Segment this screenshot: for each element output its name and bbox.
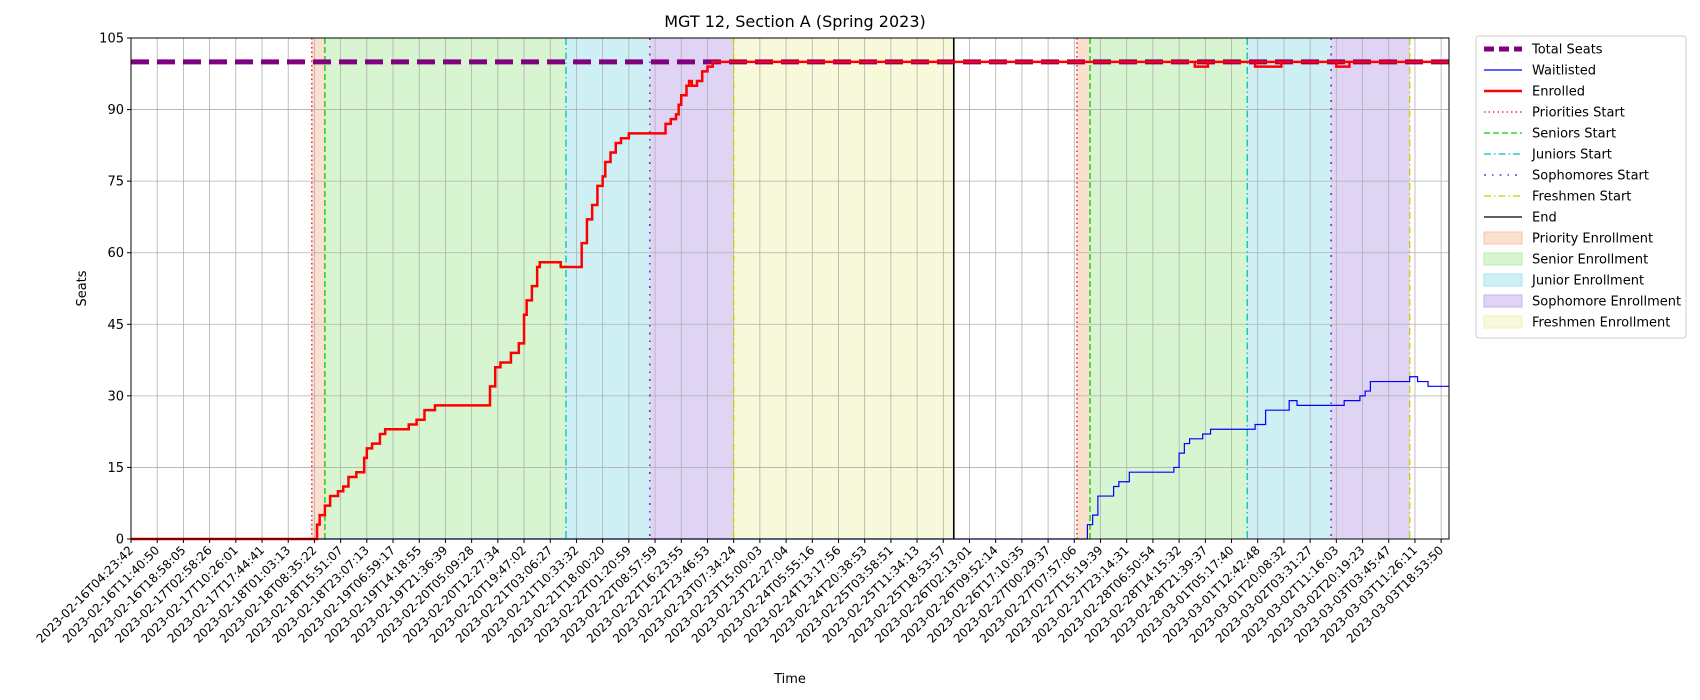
y-axis: 0 15 30 45 60 75 90 105 — [99, 32, 131, 548]
y-tick-label-0: 0 — [116, 533, 124, 548]
legend-label-9: Priority Enrollment — [1532, 232, 1653, 247]
legend-box — [1475, 35, 1687, 339]
legend-label-3: Priorities Start — [1532, 106, 1625, 121]
legend-label-4: Seniors Start — [1532, 127, 1616, 142]
chart-title: MGT 12, Section A (Spring 2023) — [664, 12, 926, 31]
legend-swatch-13 — [1483, 315, 1523, 329]
legend-label-10: Senior Enrollment — [1532, 253, 1648, 268]
span-0-1 — [1076, 38, 1091, 539]
legend-label-13: Freshmen Enrollment — [1532, 316, 1670, 331]
enrolled-dip-2 — [1335, 61, 1351, 68]
span-3-0 — [649, 38, 734, 539]
y-tick-label-5: 75 — [107, 175, 124, 190]
legend-label-11: Junior Enrollment — [1531, 274, 1644, 289]
legend: Total Seats Waitlisted Enrolled Priorities … — [1475, 35, 1687, 339]
y-tick-label-4: 60 — [107, 246, 124, 261]
span-0-0 — [311, 38, 325, 539]
span-1-1 — [1090, 38, 1248, 539]
phase-spans — [311, 38, 1410, 539]
y-tick-label-2: 30 — [107, 389, 124, 404]
series-line-2 — [131, 60, 1449, 541]
legend-swatch-12 — [1483, 294, 1523, 308]
span-4-0 — [733, 38, 954, 539]
legend-label-7: Freshmen Start — [1532, 190, 1631, 205]
legend-label-8: End — [1532, 211, 1557, 226]
x-axis: 2023-02-16T04:23:422023-02-16T11:40:5020… — [34, 539, 1446, 646]
enrolled-dip-0 — [1193, 61, 1210, 68]
legend-label-5: Juniors Start — [1531, 148, 1612, 163]
grid-lines — [130, 37, 1449, 540]
span-2-0 — [565, 38, 650, 539]
legend-label-1: Waitlisted — [1532, 64, 1596, 79]
legend-swatch-11 — [1483, 273, 1523, 287]
legend-label-6: Sophomores Start — [1532, 169, 1649, 184]
y-axis-label: Seats — [75, 270, 90, 306]
x-axis-label: Time — [773, 672, 806, 687]
series-line-1 — [131, 376, 1449, 540]
enrolled-dip-1 — [1253, 61, 1283, 68]
span-3-1 — [1331, 38, 1410, 539]
y-tick-label-7: 105 — [99, 32, 124, 47]
span-2-1 — [1247, 38, 1332, 539]
legend-swatch-9 — [1483, 231, 1523, 245]
legend-label-2: Enrolled — [1532, 85, 1585, 100]
y-tick-label-6: 90 — [107, 103, 124, 118]
legend-label-12: Sophomore Enrollment — [1532, 295, 1681, 310]
plot-frame — [130, 37, 1450, 540]
y-tick-label-1: 15 — [107, 461, 124, 476]
legend-label-0: Total Seats — [1531, 43, 1603, 58]
series-lines — [131, 59, 1449, 541]
phase-lines — [311, 38, 1411, 539]
y-tick-label-3: 45 — [107, 318, 124, 333]
legend-swatch-10 — [1483, 252, 1523, 266]
